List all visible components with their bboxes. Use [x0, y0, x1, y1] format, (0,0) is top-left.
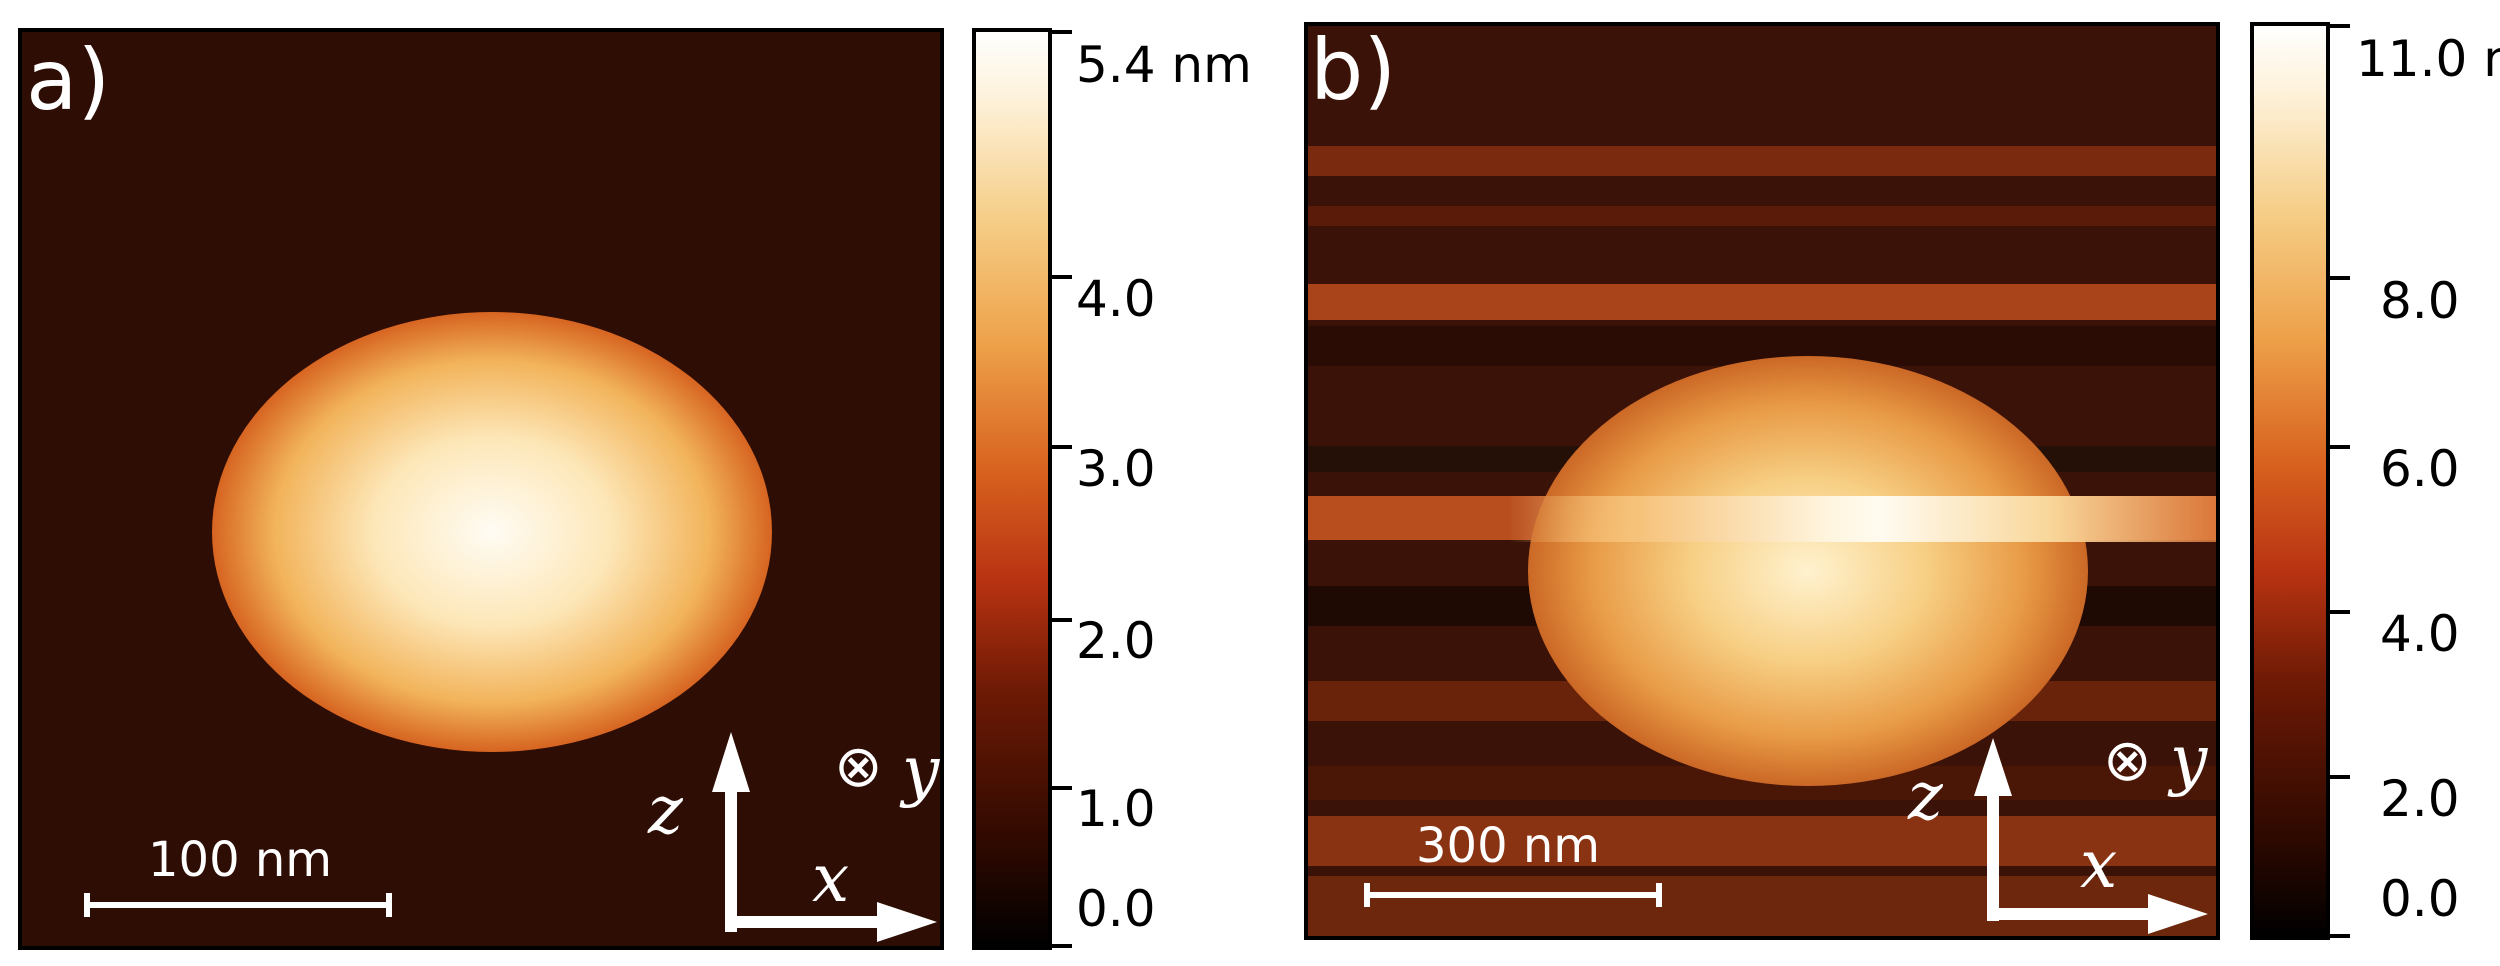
- colorbar-a-tick: [1052, 786, 1072, 790]
- afm-image-b: b) 300 nm z x ⊗ y: [1304, 22, 2220, 940]
- colorbar-b-tick: [2330, 276, 2350, 280]
- colorbar-b-tick-label: 8.0: [2380, 272, 2460, 330]
- terrace-stripe: [1308, 816, 2216, 866]
- colorbar-a-tick: [1052, 618, 1072, 622]
- axis-label-z-a: z: [648, 772, 683, 849]
- scale-bar-b: [1364, 883, 1662, 907]
- colorbar-a-tick: [1052, 275, 1072, 279]
- scale-bar-label-a: 100 nm: [148, 832, 333, 888]
- colorbar-b-tick-label: 2.0: [2380, 770, 2460, 828]
- scale-bar-label-b: 300 nm: [1416, 818, 1601, 874]
- colorbar-a: [972, 28, 1052, 950]
- axis-label-z-b: z: [1908, 758, 1943, 835]
- axes-indicator-b: [1974, 738, 2208, 934]
- colorbar-a-tick-label: 3.0: [1076, 440, 1156, 498]
- colorbar-b-tick-label: 11.0 nm: [2356, 30, 2500, 88]
- terrace-stripe: [1308, 146, 2216, 176]
- axis-label-y-a: y: [902, 732, 940, 809]
- particle-a: [212, 312, 772, 752]
- out-of-plane-icon-a: ⊗: [834, 732, 883, 800]
- colorbar-b-tick: [2330, 445, 2350, 449]
- colorbar-b: [2250, 22, 2330, 940]
- colorbar-a-tick-label: 4.0: [1076, 270, 1156, 328]
- colorbar-b-tick: [2330, 24, 2350, 28]
- colorbar-b-tick: [2330, 934, 2350, 938]
- colorbar-b-tick-label: 6.0: [2380, 440, 2460, 498]
- bright-step-b: [1508, 496, 2216, 542]
- colorbar-a-tick: [1052, 445, 1072, 449]
- axes-indicator-a: [712, 732, 937, 942]
- particle-b: [1528, 356, 2088, 786]
- colorbar-b-tick-label: 4.0: [2380, 605, 2460, 663]
- colorbar-a-tick-label: 0.0: [1076, 880, 1156, 938]
- axis-label-x-a: x: [812, 840, 850, 917]
- axis-label-x-b: x: [2080, 826, 2118, 903]
- scale-bar-a: [84, 893, 392, 917]
- colorbar-a-tick: [1052, 944, 1072, 948]
- terrace-stripe: [1308, 284, 2216, 320]
- colorbar-b-tick-label: 0.0: [2380, 870, 2460, 928]
- colorbar-b-tick: [2330, 775, 2350, 779]
- colorbar-a-tick-label: 5.4 nm: [1076, 36, 1252, 94]
- terrace-stripe: [1308, 876, 2216, 936]
- panel-label-b: b): [1310, 22, 1397, 119]
- colorbar-a-tick-label: 2.0: [1076, 612, 1156, 670]
- panel-label-a: a): [26, 31, 111, 129]
- colorbar-b-tick: [2330, 610, 2350, 614]
- colorbar-a-tick: [1052, 30, 1072, 34]
- terrace-stripe: [1308, 206, 2216, 226]
- out-of-plane-icon-b: ⊗: [2103, 726, 2152, 794]
- afm-image-a: a) 100 nm z x ⊗ y: [18, 28, 944, 950]
- colorbar-a-tick-label: 1.0: [1076, 780, 1156, 838]
- axis-label-y-b: y: [2170, 721, 2208, 798]
